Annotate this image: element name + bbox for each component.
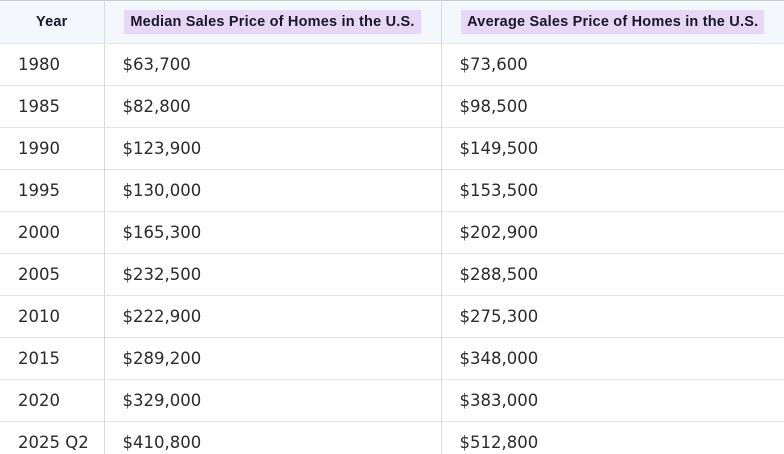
year-cell: 2000	[0, 211, 105, 254]
year-cell: 1985	[0, 85, 105, 128]
average-price-cell: $288,500	[441, 253, 784, 296]
median-price-cell: $130,000	[104, 169, 442, 212]
table-header-row: Year Median Sales Price of Homes in the …	[0, 0, 784, 44]
median-price-cell: $329,000	[104, 379, 442, 422]
average-header-label: Average Sales Price of Homes in the U.S.	[461, 9, 765, 35]
table-row: 2000 $165,300 $202,900	[0, 211, 784, 254]
column-header-median: Median Sales Price of Homes in the U.S.	[104, 0, 442, 44]
average-price-cell: $98,500	[441, 85, 784, 128]
average-price-cell: $202,900	[441, 211, 784, 254]
year-cell: 2020	[0, 379, 105, 422]
average-price-cell: $512,800	[441, 421, 784, 454]
median-header-label: Median Sales Price of Homes in the U.S.	[124, 9, 421, 35]
year-cell: 2010	[0, 295, 105, 338]
average-price-cell: $149,500	[441, 127, 784, 170]
year-cell: 1995	[0, 169, 105, 212]
table-row: 1985 $82,800 $98,500	[0, 85, 784, 128]
table-row: 2020 $329,000 $383,000	[0, 379, 784, 422]
median-price-cell: $410,800	[104, 421, 442, 454]
year-cell: 2025 Q2	[0, 421, 105, 454]
table-row: 2025 Q2 $410,800 $512,800	[0, 421, 784, 454]
average-price-cell: $73,600	[441, 43, 784, 86]
table-row: 1990 $123,900 $149,500	[0, 127, 784, 170]
year-cell: 2015	[0, 337, 105, 380]
median-price-cell: $222,900	[104, 295, 442, 338]
median-price-cell: $289,200	[104, 337, 442, 380]
average-price-cell: $348,000	[441, 337, 784, 380]
median-price-cell: $63,700	[104, 43, 442, 86]
table-row: 2005 $232,500 $288,500	[0, 253, 784, 296]
average-price-cell: $153,500	[441, 169, 784, 212]
average-price-cell: $275,300	[441, 295, 784, 338]
table-row: 1995 $130,000 $153,500	[0, 169, 784, 212]
median-price-cell: $123,900	[104, 127, 442, 170]
median-price-cell: $82,800	[104, 85, 442, 128]
year-cell: 1980	[0, 43, 105, 86]
median-price-cell: $165,300	[104, 211, 442, 254]
table-body: 1980 $63,700 $73,600 1985 $82,800 $98,50…	[0, 43, 784, 454]
table-row: 2015 $289,200 $348,000	[0, 337, 784, 380]
column-header-average: Average Sales Price of Homes in the U.S.	[441, 0, 784, 44]
column-header-year: Year	[0, 0, 105, 44]
year-cell: 2005	[0, 253, 105, 296]
table-row: 1980 $63,700 $73,600	[0, 43, 784, 86]
table-row: 2010 $222,900 $275,300	[0, 295, 784, 338]
average-price-cell: $383,000	[441, 379, 784, 422]
year-header-label: Year	[36, 14, 68, 30]
year-cell: 1990	[0, 127, 105, 170]
median-price-cell: $232,500	[104, 253, 442, 296]
